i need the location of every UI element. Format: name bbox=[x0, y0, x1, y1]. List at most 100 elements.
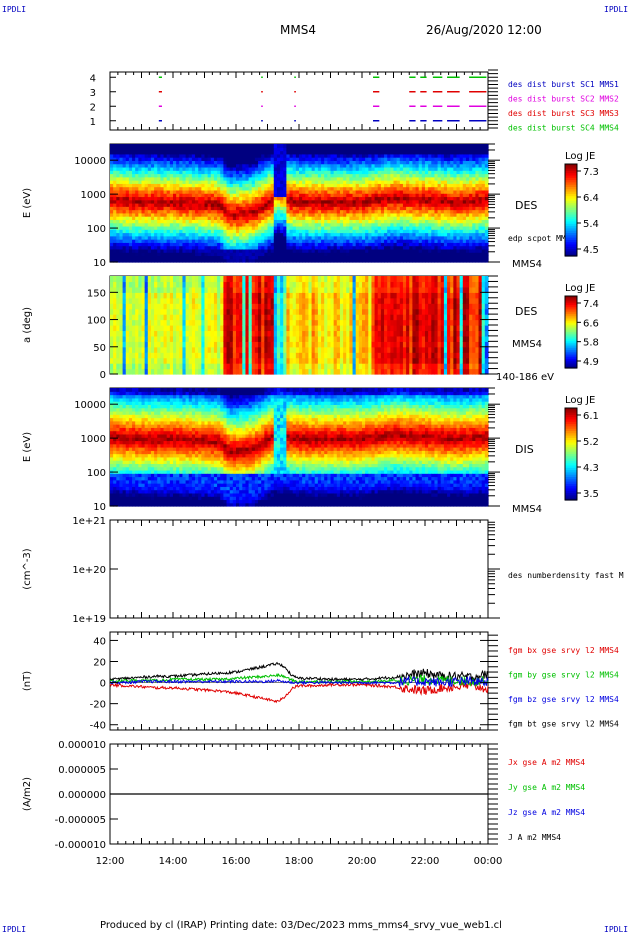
spectrogram-cell bbox=[371, 245, 376, 250]
spectrogram-cell bbox=[229, 153, 234, 158]
spectrogram-cell bbox=[125, 219, 130, 224]
spectrogram-cell bbox=[380, 157, 385, 161]
spectrogram-cell bbox=[276, 170, 281, 175]
spectrogram-cell bbox=[434, 153, 439, 158]
spectrogram-cell bbox=[311, 180, 316, 184]
spectrogram-cell bbox=[462, 255, 467, 260]
spectrogram-cell bbox=[390, 173, 395, 178]
spectrogram-cell bbox=[195, 186, 199, 191]
spectrogram-cell bbox=[324, 163, 328, 168]
spectrogram-cell bbox=[305, 196, 310, 201]
spectrogram-cell bbox=[128, 173, 133, 178]
spectrogram-cell bbox=[396, 176, 401, 181]
spectrogram-cell bbox=[352, 160, 357, 165]
spectrogram-cell bbox=[355, 239, 360, 243]
spectrogram-cell bbox=[128, 189, 133, 194]
spectrogram-cell bbox=[150, 153, 155, 158]
spectrogram-cell bbox=[305, 199, 310, 204]
spectrogram-cell bbox=[273, 209, 278, 214]
spectrogram-cell bbox=[223, 258, 228, 263]
spectrogram-cell bbox=[437, 252, 442, 257]
spectrogram-cell bbox=[217, 180, 221, 184]
spectrogram-cell bbox=[229, 212, 234, 217]
spectrogram-cell bbox=[160, 193, 165, 198]
spectrogram-cell bbox=[368, 216, 373, 220]
spectrogram-cell bbox=[428, 163, 432, 168]
spectrogram-cell bbox=[299, 186, 303, 191]
spectrogram-cell bbox=[286, 255, 291, 260]
spectrogram-cell bbox=[459, 180, 464, 184]
spectrogram-cell bbox=[226, 147, 231, 152]
spectrogram-cell bbox=[462, 239, 467, 243]
spectrogram-cell bbox=[261, 235, 265, 240]
spectrogram-cell bbox=[377, 150, 382, 155]
spectrogram-cell bbox=[150, 147, 155, 152]
spectrogram-cell bbox=[292, 153, 297, 158]
spectrogram-cell bbox=[110, 176, 114, 181]
spectrogram-cell bbox=[239, 258, 243, 263]
spectrogram-cell bbox=[374, 203, 379, 207]
spectrogram-cell bbox=[399, 147, 404, 152]
spectrogram-cell bbox=[447, 258, 451, 263]
spectrogram-cell bbox=[113, 219, 117, 224]
spectrogram-cell bbox=[371, 160, 376, 165]
spectrogram-cell bbox=[321, 258, 325, 263]
spectrogram-cell bbox=[374, 229, 379, 234]
spectrogram-cell bbox=[125, 209, 130, 214]
spectrogram-cell bbox=[198, 157, 202, 161]
spectrogram-cell bbox=[144, 248, 149, 253]
spectrogram-cell bbox=[317, 166, 322, 171]
spectrogram-cell bbox=[157, 258, 161, 263]
spectrogram-cell bbox=[469, 199, 473, 204]
spectrogram-cell bbox=[213, 232, 218, 237]
spectrogram-cell bbox=[437, 206, 442, 211]
spectrogram-cell bbox=[346, 170, 350, 175]
spectrogram-cell bbox=[428, 212, 432, 217]
spectrogram-cell bbox=[390, 222, 395, 227]
spectrogram-cell bbox=[428, 232, 432, 237]
spectrogram-cell bbox=[254, 245, 259, 250]
spectrogram-cell bbox=[415, 189, 420, 194]
spectrogram-cell bbox=[166, 193, 171, 198]
spectrogram-cell bbox=[217, 160, 221, 165]
spectrogram-cell bbox=[147, 157, 152, 161]
spectrogram-cell bbox=[412, 180, 417, 184]
spectrogram-cell bbox=[387, 203, 391, 207]
spectrogram-cell bbox=[336, 242, 341, 247]
spectrogram-cell bbox=[475, 176, 480, 181]
spectrogram-cell bbox=[390, 199, 395, 204]
spectrogram-cell bbox=[138, 176, 143, 181]
spectrogram-cell bbox=[443, 258, 448, 263]
spectrogram-cell bbox=[261, 163, 265, 168]
spectrogram-cell bbox=[371, 173, 376, 178]
spectrogram-cell bbox=[321, 242, 325, 247]
spectrogram-cell bbox=[210, 258, 215, 263]
spectrogram-cell bbox=[352, 203, 357, 207]
spectrogram-cell bbox=[163, 157, 168, 161]
spectrogram-cell bbox=[150, 193, 155, 198]
spectrogram-cell bbox=[223, 239, 228, 243]
spectrogram-cell bbox=[204, 255, 209, 260]
spectrogram-cell bbox=[229, 235, 234, 240]
spectrogram-cell bbox=[469, 235, 473, 240]
spectrogram-cell bbox=[166, 216, 171, 220]
spectrogram-cell bbox=[258, 216, 262, 220]
spectrogram-cell bbox=[276, 173, 281, 178]
spectrogram-cell bbox=[251, 157, 256, 161]
spectrogram-cell bbox=[276, 239, 281, 243]
spectrogram-cell bbox=[207, 170, 212, 175]
spectrogram-cell bbox=[399, 248, 404, 253]
spectrogram-cell bbox=[289, 183, 294, 188]
spectrogram-cell bbox=[245, 153, 250, 158]
spectrogram-cell bbox=[236, 209, 240, 214]
spectrogram-cell bbox=[276, 219, 281, 224]
spectrogram-cell bbox=[251, 216, 256, 220]
spectrogram-cell bbox=[157, 144, 161, 148]
spectrogram-cell bbox=[176, 163, 180, 168]
spectrogram-cell bbox=[418, 216, 423, 220]
spectrogram-cell bbox=[355, 225, 360, 230]
spectrogram-cell bbox=[412, 222, 417, 227]
spectrogram-cell bbox=[128, 180, 133, 184]
spectrogram-cell bbox=[418, 144, 423, 148]
spectrogram-cell bbox=[261, 196, 265, 201]
